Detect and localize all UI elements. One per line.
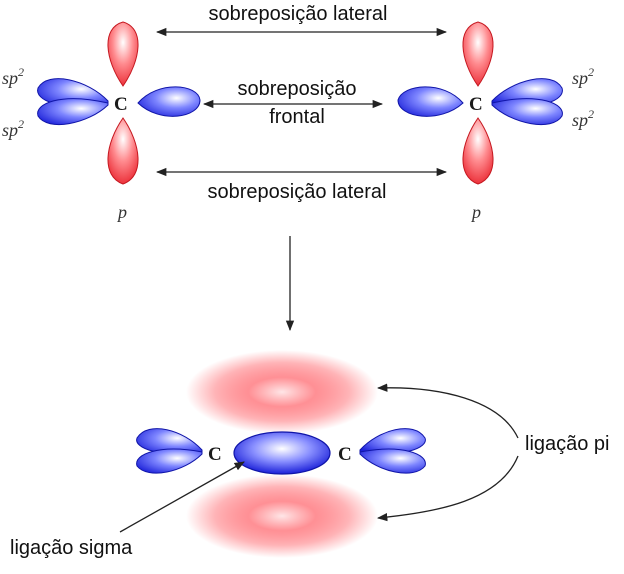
right-sp2-label-lower: sp2: [572, 107, 594, 130]
bond-left-sp2-lobe-lower: [136, 448, 203, 474]
left-sp2-lobe-right: [137, 86, 201, 117]
sigma-bond-arrow: [119, 461, 245, 533]
sigma-bond-label: ligação sigma: [10, 537, 133, 559]
bond-left-carbon-symbol: C: [208, 444, 222, 465]
left-p-lobe-bottom: [107, 117, 139, 185]
pi-bond-label: ligação pi: [525, 433, 610, 455]
bond-right-sp2-lobe-lower: [359, 448, 426, 474]
left-p-lobe-top: [107, 21, 139, 87]
right-p-lobe-bottom: [462, 117, 494, 185]
left-sp2-label-lower: sp2: [2, 117, 24, 140]
right-sp2-lobe-lower: [491, 98, 563, 126]
pi-bond-arrow-bottom: [376, 455, 519, 522]
left-carbon-orbitals: C: [37, 21, 201, 185]
right-p-lobe-top: [462, 21, 494, 87]
pi-cloud-bottom: [186, 474, 378, 558]
left-sp2-label-upper: sp2: [2, 65, 24, 88]
lateral-overlap-bottom-label: sobreposição lateral: [208, 181, 387, 203]
frontal-overlap-label-line2: frontal: [269, 106, 325, 128]
right-p-label: p: [470, 202, 481, 222]
sigma-bond-orbital: [233, 431, 331, 475]
right-carbon-orbitals: C: [397, 21, 563, 185]
right-sp2-lobe-left: [397, 86, 464, 117]
left-sp2-lobe-lower: [37, 98, 109, 126]
pi-cloud-top: [186, 350, 378, 434]
left-p-label: p: [116, 202, 127, 222]
ethene-bond-orbitals: C C: [136, 350, 426, 558]
lateral-overlap-top-label: sobreposição lateral: [209, 3, 388, 25]
pi-bond-arrow-top: [376, 383, 519, 439]
bond-right-carbon-symbol: C: [338, 444, 352, 465]
right-carbon-symbol: C: [469, 94, 483, 115]
frontal-overlap-label-line1: sobreposição: [238, 78, 357, 100]
left-carbon-symbol: C: [114, 94, 128, 115]
right-sp2-label-upper: sp2: [572, 65, 594, 88]
